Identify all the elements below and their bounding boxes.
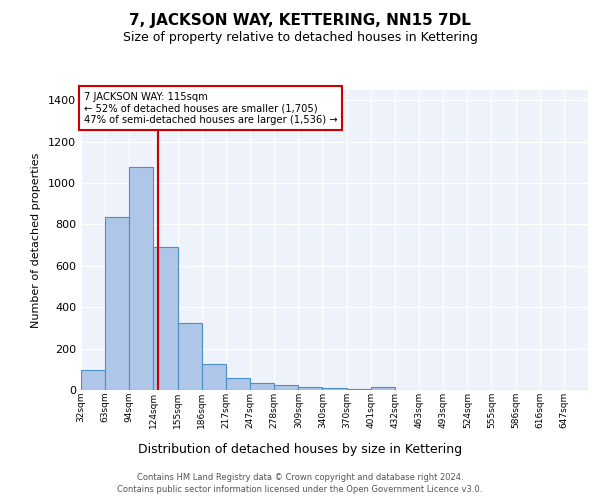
Bar [202, 364, 226, 390]
Bar [322, 388, 347, 390]
Bar [298, 387, 322, 390]
Text: 7, JACKSON WAY, KETTERING, NN15 7DL: 7, JACKSON WAY, KETTERING, NN15 7DL [129, 12, 471, 28]
Text: Contains public sector information licensed under the Open Government Licence v3: Contains public sector information licen… [118, 485, 482, 494]
Bar [347, 388, 371, 390]
Bar [154, 247, 178, 390]
Text: 7 JACKSON WAY: 115sqm
← 52% of detached houses are smaller (1,705)
47% of semi-d: 7 JACKSON WAY: 115sqm ← 52% of detached … [83, 92, 337, 124]
Text: Size of property relative to detached houses in Kettering: Size of property relative to detached ho… [122, 31, 478, 44]
Bar [105, 217, 129, 390]
Bar [81, 370, 105, 390]
Y-axis label: Number of detached properties: Number of detached properties [31, 152, 41, 328]
Bar [178, 323, 202, 390]
Bar [226, 378, 250, 390]
Bar [129, 166, 154, 390]
Bar [250, 384, 274, 390]
Bar [371, 387, 395, 390]
Bar [274, 386, 298, 390]
Text: Contains HM Land Registry data © Crown copyright and database right 2024.: Contains HM Land Registry data © Crown c… [137, 472, 463, 482]
Text: Distribution of detached houses by size in Kettering: Distribution of detached houses by size … [138, 442, 462, 456]
